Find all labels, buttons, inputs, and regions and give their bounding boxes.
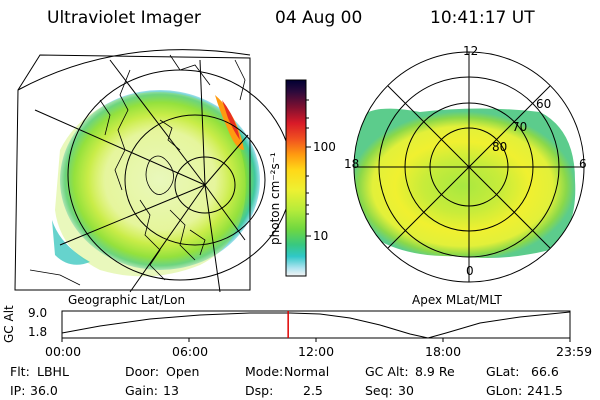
colorbar-unit-label: photon cm⁻²s⁻¹ [268,152,282,245]
mlt-label-18: 18 [344,157,360,171]
mlt-label-12: 12 [463,44,479,58]
altitude-xtick-1200: 12:00 [298,344,335,359]
mlat-label-70: 70 [512,120,528,134]
altitude-xtick-1800: 18:00 [425,344,462,359]
glon-label: GLon: [486,383,523,398]
mode-value: Normal [284,364,330,379]
altitude-xtick-0000: 00:00 [45,344,82,359]
gain-value: 13 [163,383,179,398]
left-coastlines [29,54,246,286]
right-map-caption: Apex MLat/MLT [412,293,502,307]
glon-value: 241.5 [527,383,563,398]
glat-label: GLat: [486,364,520,379]
altitude-xtick-0600: 06:00 [172,344,209,359]
ip-label: IP: [10,383,26,398]
mlt-label-6: 6 [579,157,587,171]
colorbar [285,79,307,277]
seq-label: Seq: [365,383,393,398]
ip-value: 36.0 [30,383,58,398]
colorbar-tick-100: 100 [313,140,336,154]
filter-value: LBHL [37,364,69,379]
colorbar-ticks [306,99,311,237]
seq-value: 30 [398,383,414,398]
colorbar-tick-10: 10 [313,229,329,243]
gcalt-label: GC Alt: [365,364,409,379]
door-label: Door: [125,364,160,379]
dsp-value: 2.5 [303,383,323,398]
dsp-label: Dsp: [245,383,274,398]
door-value: Open [166,364,200,379]
altitude-xtick-2359: 23:59 [556,344,593,359]
gain-label: Gain: [125,383,158,398]
right-aurora-image [354,108,576,258]
mode-label: Mode: [245,364,284,379]
altitude-ylabel: GC Alt [2,305,16,343]
time-label: 10:41:17 UT [430,8,535,28]
left-map-caption: Geographic Lat/Lon [68,293,186,307]
mlt-label-0: 0 [466,264,474,278]
altitude-ytick-high: 9.0 [28,306,48,320]
instrument-title: Ultraviolet Imager [47,8,201,28]
left-aurora-image [52,90,260,277]
date-label: 04 Aug 00 [275,8,363,28]
filter-label: Flt: [10,364,30,379]
gcalt-value: 8.9 Re [415,364,455,379]
altitude-plot-frame [61,310,571,339]
glat-value: 66.6 [531,364,559,379]
mlat-label-80: 80 [492,140,508,154]
altitude-curve [61,311,571,339]
altitude-x-ticks [61,338,571,342]
right-polar-grid [353,51,585,283]
altitude-ytick-low: 1.8 [28,325,48,339]
mlat-label-60: 60 [536,97,552,111]
